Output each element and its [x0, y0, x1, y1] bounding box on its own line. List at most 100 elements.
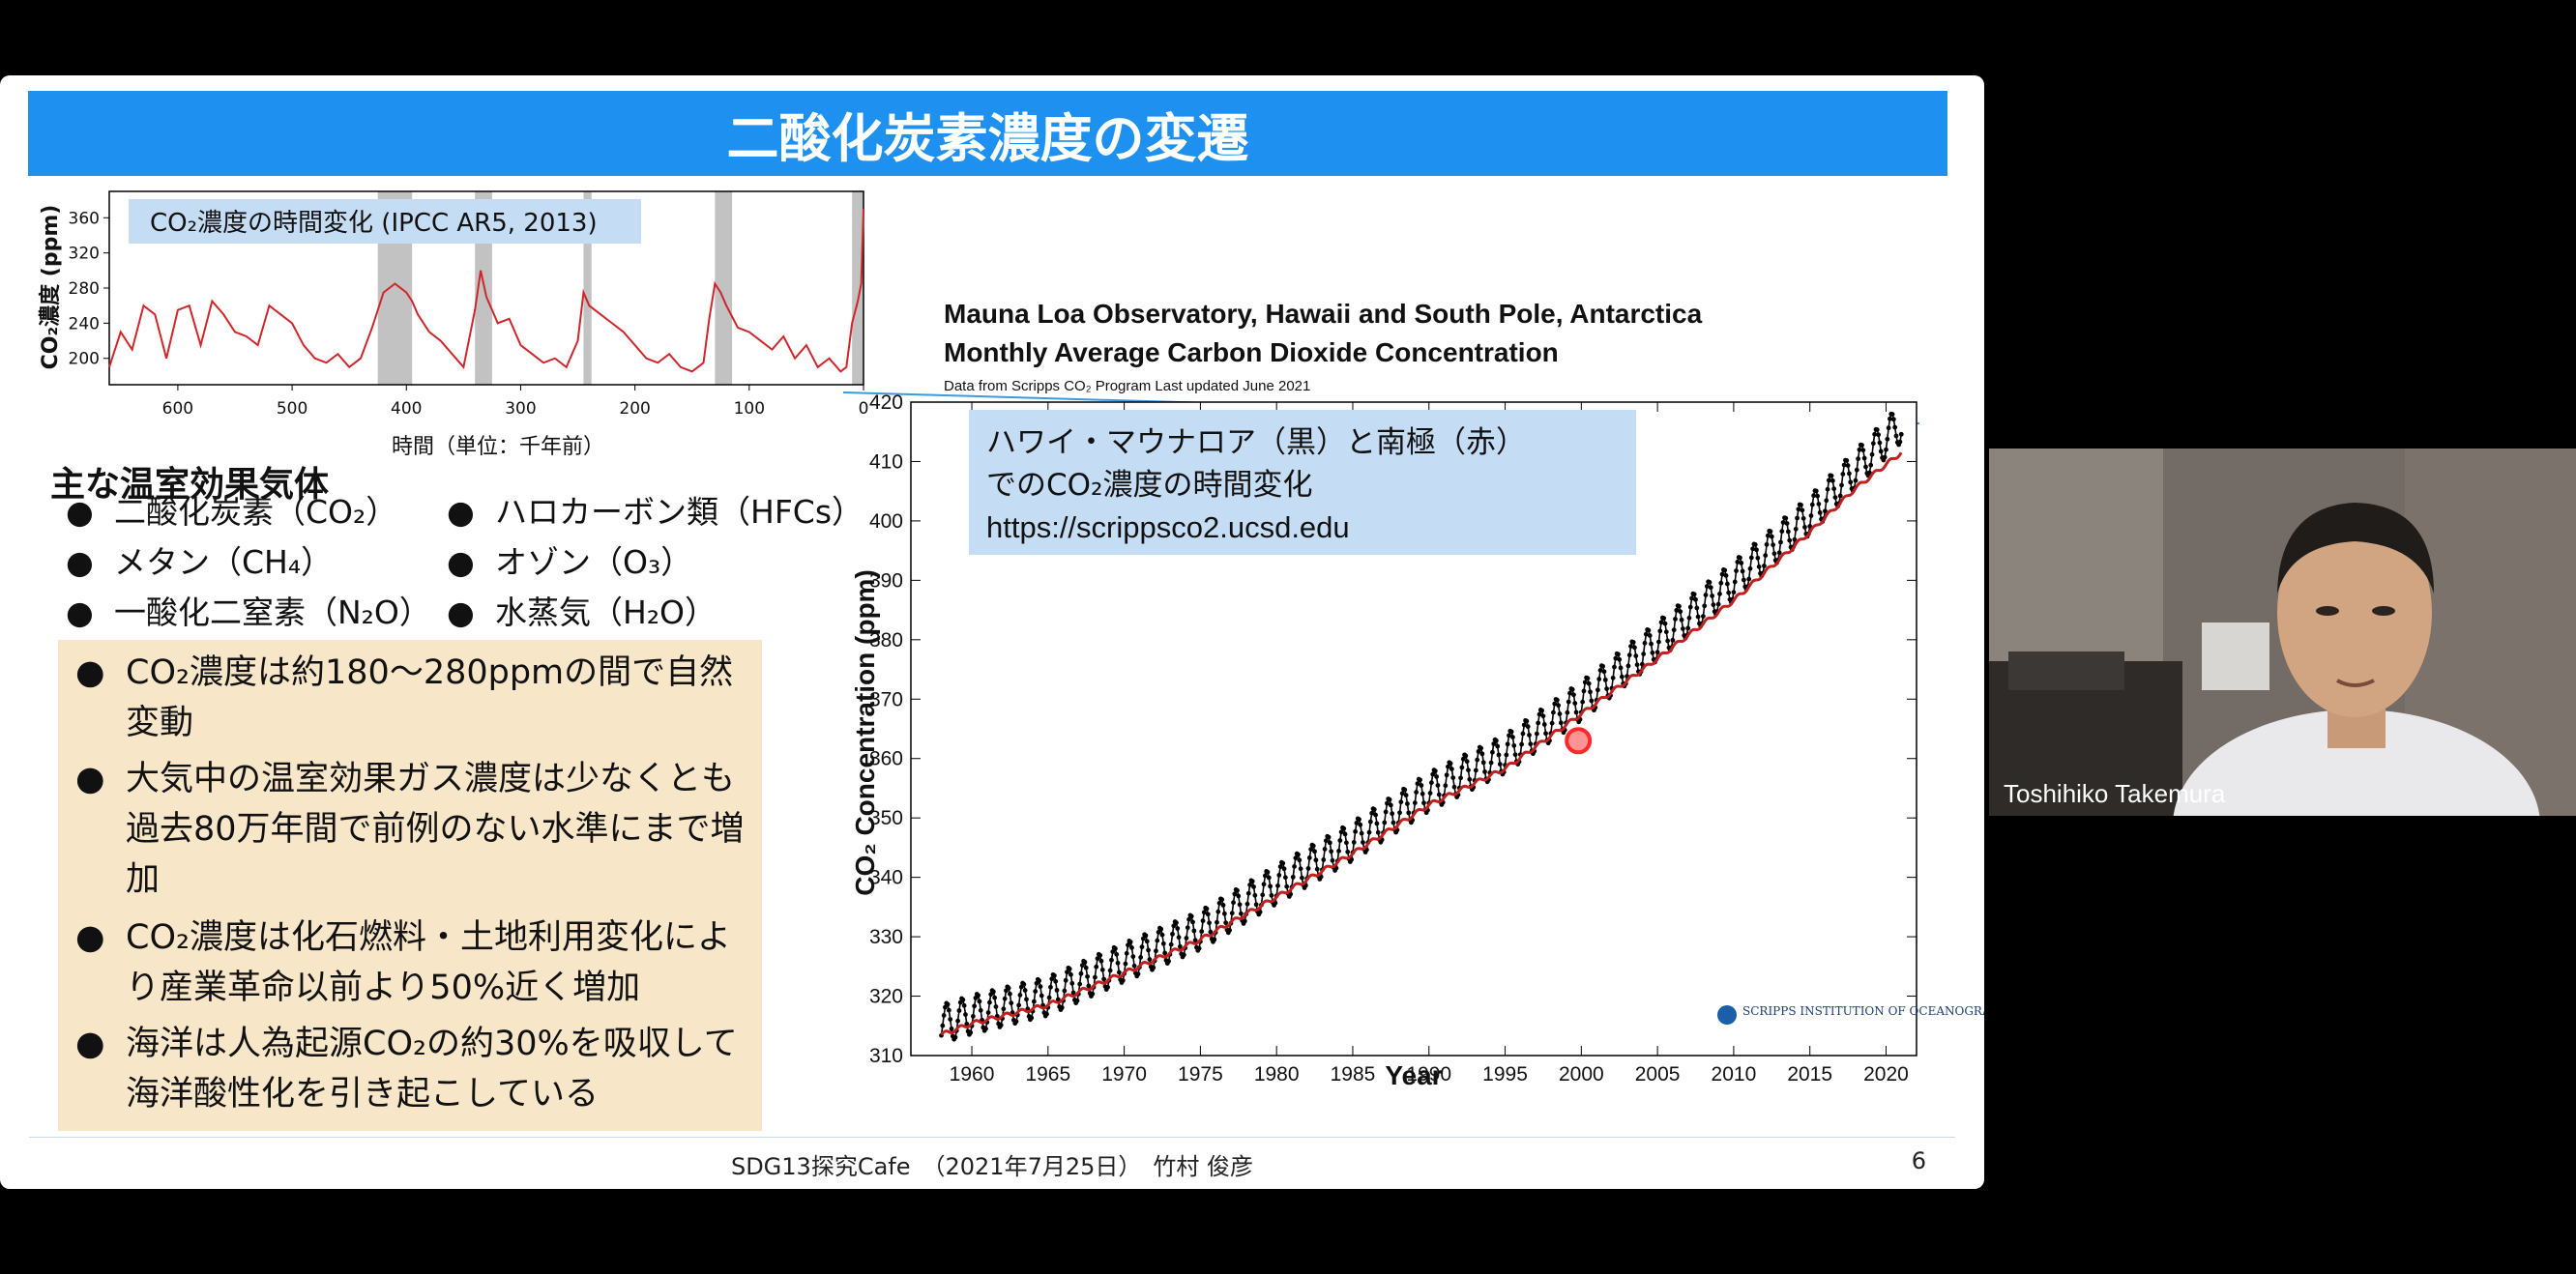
mauna-loa-point	[1633, 653, 1639, 658]
mauna-loa-point	[1625, 663, 1631, 669]
mauna-loa-point	[1854, 467, 1859, 473]
mauna-loa-point	[1033, 989, 1039, 994]
mauna-loa-point	[1313, 857, 1319, 863]
mauna-loa-point	[1191, 928, 1197, 934]
mauna-loa-point	[1540, 713, 1546, 719]
mauna-loa-point	[1239, 911, 1244, 916]
mauna-loa-point	[1762, 564, 1767, 568]
mauna-loa-point	[1628, 644, 1633, 650]
mauna-loa-point	[1354, 821, 1360, 825]
mauna-loa-point	[1747, 565, 1753, 571]
mauna-loa-point	[1816, 502, 1822, 507]
mauna-loa-point	[1009, 1000, 1014, 1006]
mauna-loa-point	[1160, 941, 1166, 946]
mauna-loa-point	[1811, 493, 1817, 499]
y-tick-label: 380	[869, 629, 903, 651]
mauna-loa-point	[1510, 735, 1515, 740]
mauna-loa-point	[990, 989, 996, 995]
participant-video-tile[interactable]: Toshihiko Takemura	[1989, 449, 2576, 816]
mauna-loa-point	[1596, 677, 1602, 681]
mauna-loa-point	[1446, 764, 1450, 769]
mauna-loa-point	[1221, 911, 1227, 916]
mauna-loa-point	[1634, 662, 1640, 668]
mauna-loa-point	[1800, 515, 1806, 521]
mauna-loa-point	[1268, 883, 1273, 889]
mauna-loa-point	[1127, 940, 1133, 944]
mauna-loa-point	[1269, 892, 1274, 898]
mauna-loa-point	[1715, 601, 1721, 607]
mauna-loa-point	[1402, 787, 1408, 793]
mauna-loa-point	[1067, 966, 1072, 971]
mauna-loa-point	[1647, 633, 1653, 638]
mauna-loa-point	[1717, 592, 1722, 596]
mauna-loa-point	[1826, 478, 1831, 483]
mauna-loa-point	[1686, 615, 1692, 621]
mauna-loa-point	[1496, 752, 1502, 758]
x-tick-label: 100	[734, 399, 765, 419]
x-tick-label: 2015	[1787, 1063, 1832, 1086]
y-tick-label: 240	[69, 314, 100, 333]
mauna-loa-point	[1884, 447, 1888, 452]
mauna-loa-point	[1306, 855, 1312, 860]
list-item: ● ハロカーボン類（HFCs）	[447, 493, 864, 531]
mauna-loa-point	[1017, 993, 1023, 998]
mauna-loa-point	[1734, 568, 1739, 573]
mauna-loa-point	[1399, 791, 1405, 796]
mauna-loa-point	[1845, 463, 1851, 468]
mauna-loa-point	[1656, 639, 1661, 645]
y-tick-label: 320	[869, 986, 903, 1008]
mauna-loa-point	[1237, 902, 1243, 908]
mauna-loa-point	[1754, 547, 1759, 553]
mauna-loa-point	[1740, 568, 1745, 574]
mauna-loa-point	[1491, 741, 1497, 746]
mauna-loa-point	[1051, 972, 1057, 978]
ice-core-co2-chart: CO₂濃度の時間変化 (IPCC AR5, 2013) 200 240 280 320…	[38, 190, 868, 459]
mauna-loa-point	[1371, 807, 1377, 812]
mauna-loa-point	[1341, 825, 1347, 831]
mauna-loa-point	[1120, 977, 1126, 983]
x-tick-label: 1990	[1406, 1063, 1451, 1086]
mauna-loa-point	[1589, 698, 1595, 704]
mauna-loa-point	[1769, 534, 1774, 539]
mauna-loa-point	[1508, 729, 1514, 735]
mauna-loa-point	[1799, 503, 1803, 507]
mauna-loa-point	[1158, 926, 1164, 932]
mauna-loa-point	[1482, 769, 1487, 774]
mauna-loa-point	[1038, 984, 1043, 990]
mauna-loa-point	[1527, 733, 1532, 738]
mauna-loa-point	[1029, 1015, 1035, 1021]
mauna-loa-point	[1742, 577, 1746, 583]
y-tick-label: 420	[869, 391, 903, 414]
mauna-loa-point	[1140, 936, 1146, 941]
mauna-loa-point	[1199, 929, 1205, 935]
mauna-loa-point	[1552, 701, 1558, 707]
mauna-loa-point	[1139, 944, 1145, 950]
mauna-loa-point	[1300, 875, 1304, 881]
mauna-loa-point	[1707, 579, 1712, 585]
mauna-loa-point	[1448, 761, 1453, 767]
mauna-loa-point	[1479, 751, 1485, 757]
mauna-loa-point	[1013, 1019, 1019, 1025]
mauna-loa-point	[1284, 883, 1290, 889]
mauna-loa-point	[1597, 668, 1603, 673]
mauna-loa-point	[1114, 951, 1120, 957]
mauna-loa-point	[1321, 857, 1327, 862]
ice-core-co2-line	[108, 209, 864, 373]
mauna-loa-point	[1565, 709, 1570, 715]
mauna-loa-point	[1231, 900, 1236, 906]
mauna-loa-point	[1184, 936, 1189, 941]
mauna-loa-point	[1093, 974, 1098, 980]
x-tick-label: 200	[619, 399, 650, 419]
mauna-loa-point	[1893, 433, 1899, 439]
mauna-loa-point	[1520, 731, 1526, 737]
mauna-loa-point	[1495, 743, 1501, 749]
mauna-loa-point	[1710, 594, 1714, 598]
mauna-loa-point	[1359, 830, 1364, 836]
mauna-loa-point	[1146, 947, 1151, 953]
mauna-loa-point	[1853, 478, 1859, 483]
mauna-loa-point	[1680, 626, 1685, 631]
mauna-loa-point	[1099, 967, 1105, 972]
mauna-loa-point	[1661, 616, 1667, 622]
left-chart-title: CO₂濃度の時間変化 (IPCC AR5, 2013)	[150, 209, 598, 238]
mauna-loa-point	[1434, 774, 1440, 779]
